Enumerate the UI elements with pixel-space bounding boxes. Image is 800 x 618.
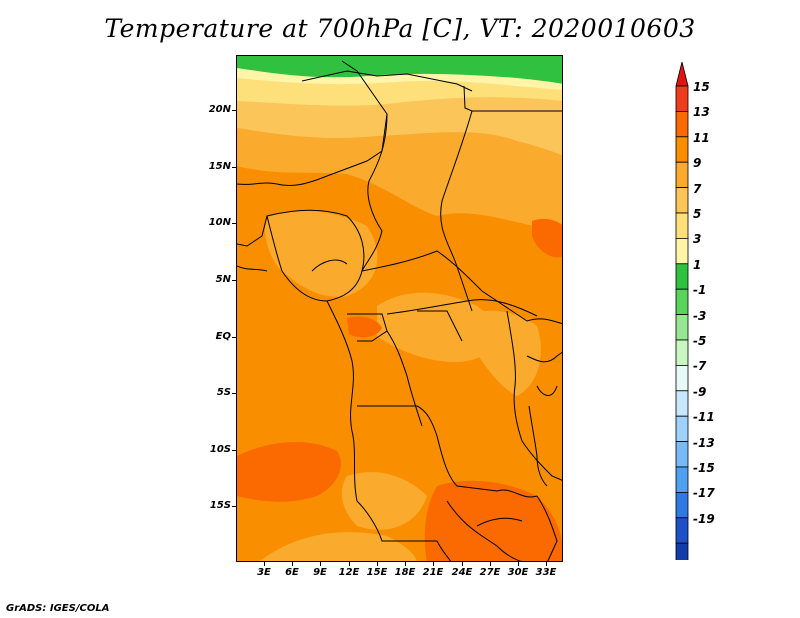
lon-label-33e: 33E (535, 567, 557, 578)
lon-tick (405, 562, 406, 566)
field-warm-se (424, 480, 562, 561)
lat-label-20n: 20N (208, 104, 231, 115)
lat-tick (232, 337, 236, 338)
field-warm-ne (532, 218, 562, 258)
lon-tick (292, 562, 293, 566)
colorbar-label: -19 (693, 511, 715, 526)
colorbar-label: 15 (693, 80, 710, 94)
lon-label-24e: 24E (451, 567, 473, 578)
colorbar-box (675, 111, 689, 138)
lon-label-27e: 27E (479, 567, 501, 578)
colorbar-box (675, 542, 689, 560)
map-title: Temperature at 700hPa [C], VT: 202001060… (104, 14, 696, 43)
colorbar-box (675, 390, 689, 417)
lon-tick (377, 562, 378, 566)
field-patch-east (467, 310, 541, 396)
colorbar-label: 7 (693, 181, 702, 196)
colorbar-label: 1 (693, 257, 702, 272)
lat-tick (232, 167, 236, 168)
lat-label-10s: 10S (209, 444, 231, 455)
colorbar-top-arrow (675, 61, 689, 87)
colorbar-box (675, 314, 689, 341)
field-patch-nigeria (265, 210, 378, 297)
colorbar-label: 13 (693, 105, 710, 120)
field-patch-angola (341, 472, 427, 530)
country-borders (237, 60, 562, 561)
colorbar-label: -13 (693, 435, 715, 450)
lat-tick (232, 280, 236, 281)
colorbar-label: 5 (693, 207, 702, 221)
lon-label-6e: 6E (285, 567, 299, 578)
lon-label-21e: 21E (422, 567, 444, 578)
colorbar-box (675, 441, 689, 468)
colorbar-label: -5 (693, 334, 707, 348)
field-patch-central (377, 292, 496, 362)
colorbar-label: 3 (693, 232, 702, 247)
colorbar-box (675, 212, 689, 239)
lon-label-3e: 3E (257, 567, 271, 578)
field-warm-cam (347, 316, 382, 338)
colorbar-box (675, 466, 689, 493)
lon-tick (546, 562, 547, 566)
lon-tick (320, 562, 321, 566)
lon-tick (518, 562, 519, 566)
colorbar-label: -7 (693, 359, 707, 374)
colorbar-box (675, 288, 689, 315)
colorbar-box (675, 187, 689, 214)
colorbar-label: 9 (693, 156, 702, 171)
field-band-green (237, 56, 562, 84)
lat-label-5n: 5N (215, 274, 231, 285)
lat-label-10n: 10N (208, 217, 231, 228)
colorbar-graphic (675, 61, 689, 560)
colorbar-label: -15 (693, 461, 715, 475)
colorbar-box (675, 415, 689, 443)
colorbar-box (675, 517, 689, 544)
colorbar-box (675, 161, 689, 188)
lon-label-9e: 9E (313, 567, 327, 578)
colorbar-label: -3 (693, 308, 707, 323)
lat-tick (232, 450, 236, 451)
colorbar-box (675, 491, 689, 519)
lat-label-15n: 15N (208, 161, 231, 172)
colorbar-label: -17 (693, 486, 715, 501)
lat-tick (232, 110, 236, 111)
colorbar-box (675, 136, 689, 163)
lon-label-12e: 12E (338, 567, 360, 578)
colorbar-box (675, 364, 689, 392)
colorbar-label: -9 (693, 384, 707, 399)
lat-tick (232, 506, 236, 507)
lon-tick (264, 562, 265, 566)
lon-tick (433, 562, 434, 566)
lat-label-15s: 15S (209, 500, 231, 511)
field-patch-south (259, 532, 417, 561)
lat-label-5s: 5S (216, 387, 231, 398)
colorbar-label: -1 (693, 283, 707, 298)
temperature-map (236, 55, 563, 562)
field-warm-sw (237, 441, 341, 502)
colorbar-label: 11 (693, 130, 710, 145)
colorbar-box (675, 263, 689, 290)
lon-tick (490, 562, 491, 566)
lon-tick (462, 562, 463, 566)
colorbar-box (675, 85, 689, 112)
credit-text: GrADS: IGES/COLA (6, 603, 110, 614)
colorbar-label: -11 (693, 410, 715, 425)
lat-label-eq: EQ (215, 331, 231, 342)
colorbar-box (675, 339, 689, 366)
colorbar-box (675, 237, 689, 265)
lon-label-18e: 18E (394, 567, 416, 578)
lon-label-30e: 30E (507, 567, 529, 578)
lat-tick (232, 223, 236, 224)
lon-label-15e: 15E (366, 567, 388, 578)
lat-tick (232, 393, 236, 394)
lon-tick (349, 562, 350, 566)
